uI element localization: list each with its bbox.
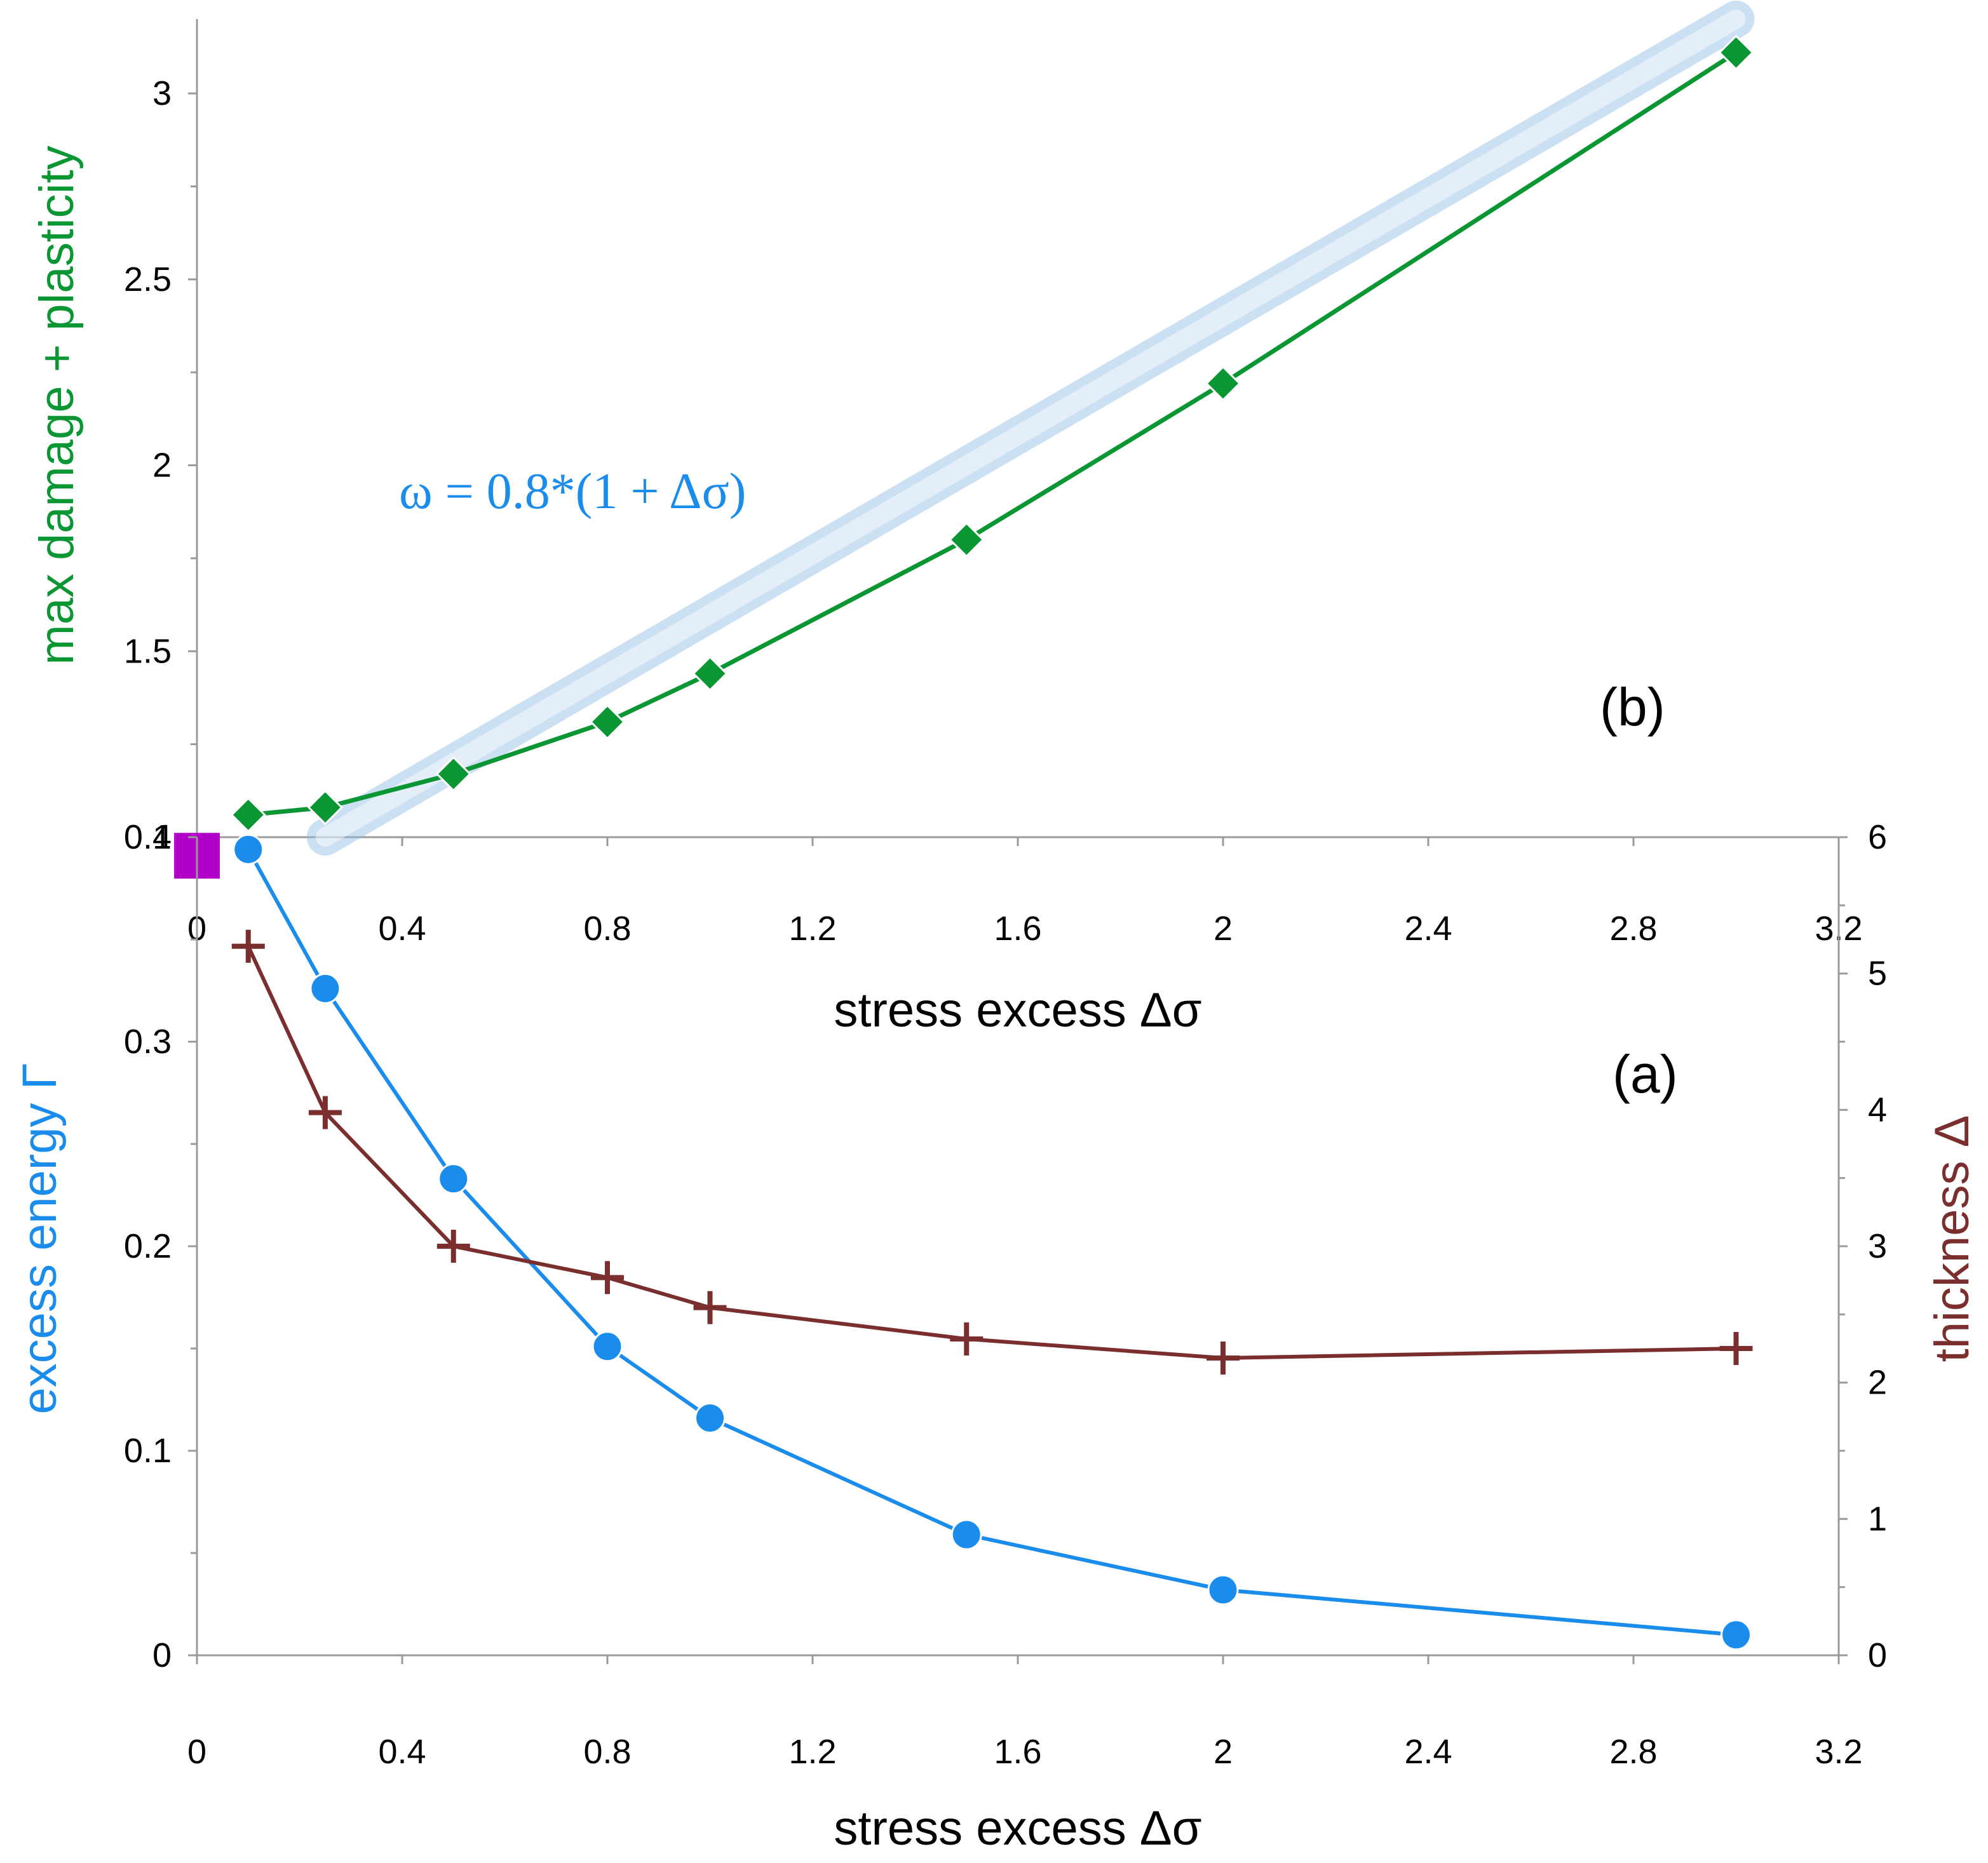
panel-b: 0 0.4 0.8 1.2 1.6 2 2.4 2.8 3.2 11.522.53 ω = 0.… <box>30 1 1863 1037</box>
panel-b-markers <box>230 34 1754 833</box>
plus-marker <box>308 1096 342 1129</box>
panel-a-x-tick-label: 0 <box>187 1733 206 1771</box>
panel-a-y-tick-label: 0.1 <box>124 1432 172 1470</box>
panel-a-y-right-tick-label: 3 <box>1868 1227 1887 1265</box>
diamond-marker <box>692 656 728 692</box>
panel-b-x-tick-label: 2.4 <box>1404 910 1452 948</box>
panel-b-x-tick-label: 1.6 <box>994 910 1041 948</box>
panel-b-x-ticks: 0 0.4 0.8 1.2 1.6 2 2.4 2.8 3.2 <box>187 837 1863 948</box>
panel-a-y-right-tick-label: 2 <box>1868 1364 1887 1402</box>
panel-b-y-tick-label: 2 <box>152 447 172 485</box>
panel-b-y-tick-label: 2.5 <box>124 260 172 299</box>
panel-a-x-tick-label: 2 <box>1214 1733 1233 1771</box>
panel-b-x-title: stress excess Δσ <box>834 983 1201 1037</box>
circle-marker <box>1721 1619 1752 1651</box>
plus-marker <box>591 1261 624 1295</box>
panel-b-series-line <box>248 50 1738 817</box>
panel-b-x-tick-label: 2.8 <box>1609 910 1657 948</box>
circle-marker <box>592 1331 623 1362</box>
panel-a-y-title-right: thickness Δ <box>1925 1115 1979 1362</box>
panel-a-y-right-tick-label: 6 <box>1868 818 1887 856</box>
fit-band-outer <box>306 1 1755 856</box>
diamond-marker <box>307 790 343 826</box>
panel-a-y-ticks: 0 0.1 0.2 0.3 0.4 <box>124 818 197 1674</box>
panel-a-x-tick-label: 0.8 <box>583 1733 631 1771</box>
plus-marker <box>950 1322 984 1355</box>
circle-marker <box>1207 1574 1239 1606</box>
plus-marker <box>1207 1342 1240 1375</box>
panel-a-label: (a) <box>1613 1044 1678 1104</box>
panel-a-x-ticks: 0 0.4 0.8 1.2 1.6 2 2.4 2.8 3.2 <box>187 1655 1863 1771</box>
panel-a-y-right-tick-label: 4 <box>1868 1091 1887 1129</box>
thickness-markers <box>231 929 1753 1375</box>
panel-a-y-right-tick-label: 0 <box>1868 1636 1887 1674</box>
panel-b-x-tick-label: 2 <box>1214 910 1233 948</box>
diamond-marker <box>1718 34 1754 71</box>
annotation-equation: ω = 0.8*(1 + Δσ) <box>399 464 746 520</box>
diamond-marker <box>589 704 626 740</box>
panel-b-x-tick-label: 0.4 <box>378 910 426 948</box>
diamond-marker <box>1205 365 1241 401</box>
panel-b-x-tick-label: 1.2 <box>788 910 836 948</box>
panel-b-x-tick-label: 0.8 <box>583 910 631 948</box>
circle-marker <box>694 1402 726 1434</box>
panel-b-y-tick-label: 1.5 <box>124 632 172 670</box>
fit-band <box>306 1 1755 856</box>
panel-a-x-tick-label: 2.4 <box>1404 1733 1452 1771</box>
panel-b-y-ticks: 1 1.5 2 2.5 3 <box>124 74 197 856</box>
panel-a-x-tick-label: 3.2 <box>1815 1733 1862 1771</box>
thickness-line <box>247 945 1736 1361</box>
fit-band-inner <box>315 10 1746 847</box>
panel-a-x-title: stress excess Δσ <box>834 1801 1201 1855</box>
plus-marker <box>693 1291 727 1324</box>
diamond-marker <box>230 797 266 833</box>
excess-energy-markers <box>233 833 1752 1651</box>
panel-a-y-ticks-right: 0 1 2 3 4 5 6 <box>1839 818 1887 1674</box>
panel-a-y-tick-label: 0 <box>152 1636 172 1674</box>
panel-b-y-title: max damage + plasticity <box>30 145 84 664</box>
panel-a-x-tick-label: 0.4 <box>378 1733 426 1771</box>
panel-b-label: (b) <box>1600 677 1665 737</box>
panel-a-y-tick-label: 0.3 <box>124 1023 172 1061</box>
panel-a-y-tick-label: 0.2 <box>124 1227 172 1265</box>
panel-a-y-right-tick-label: 1 <box>1868 1500 1887 1538</box>
circle-marker <box>233 833 264 865</box>
plus-marker <box>231 929 265 963</box>
excess-energy-line <box>247 848 1736 1637</box>
circle-marker <box>950 1519 982 1550</box>
diamond-marker <box>949 521 985 558</box>
circle-marker <box>309 972 341 1004</box>
panel-a-y-title: excess energy Γ <box>13 1063 67 1414</box>
panel-a-y-tick-label: 0.4 <box>124 818 172 856</box>
circle-marker <box>438 1163 470 1195</box>
panel-a: 0 0.4 0.8 1.2 1.6 2 2.4 2.8 3.2 0 0.1 0.2 0.3 0.4 0 1… <box>13 818 1979 1855</box>
panel-b-y-tick-label: 3 <box>152 74 172 112</box>
panel-a-x-tick-label: 1.6 <box>994 1733 1041 1771</box>
plus-marker <box>436 1230 470 1263</box>
panel-a-y-right-tick-label: 5 <box>1868 955 1887 993</box>
panel-b-y-tick-label: 1 <box>152 818 172 856</box>
panel-a-x-tick-label: 2.8 <box>1609 1733 1657 1771</box>
diamond-marker <box>435 756 471 792</box>
plus-marker <box>1719 1332 1753 1365</box>
panel-a-x-tick-label: 1.2 <box>788 1733 836 1771</box>
